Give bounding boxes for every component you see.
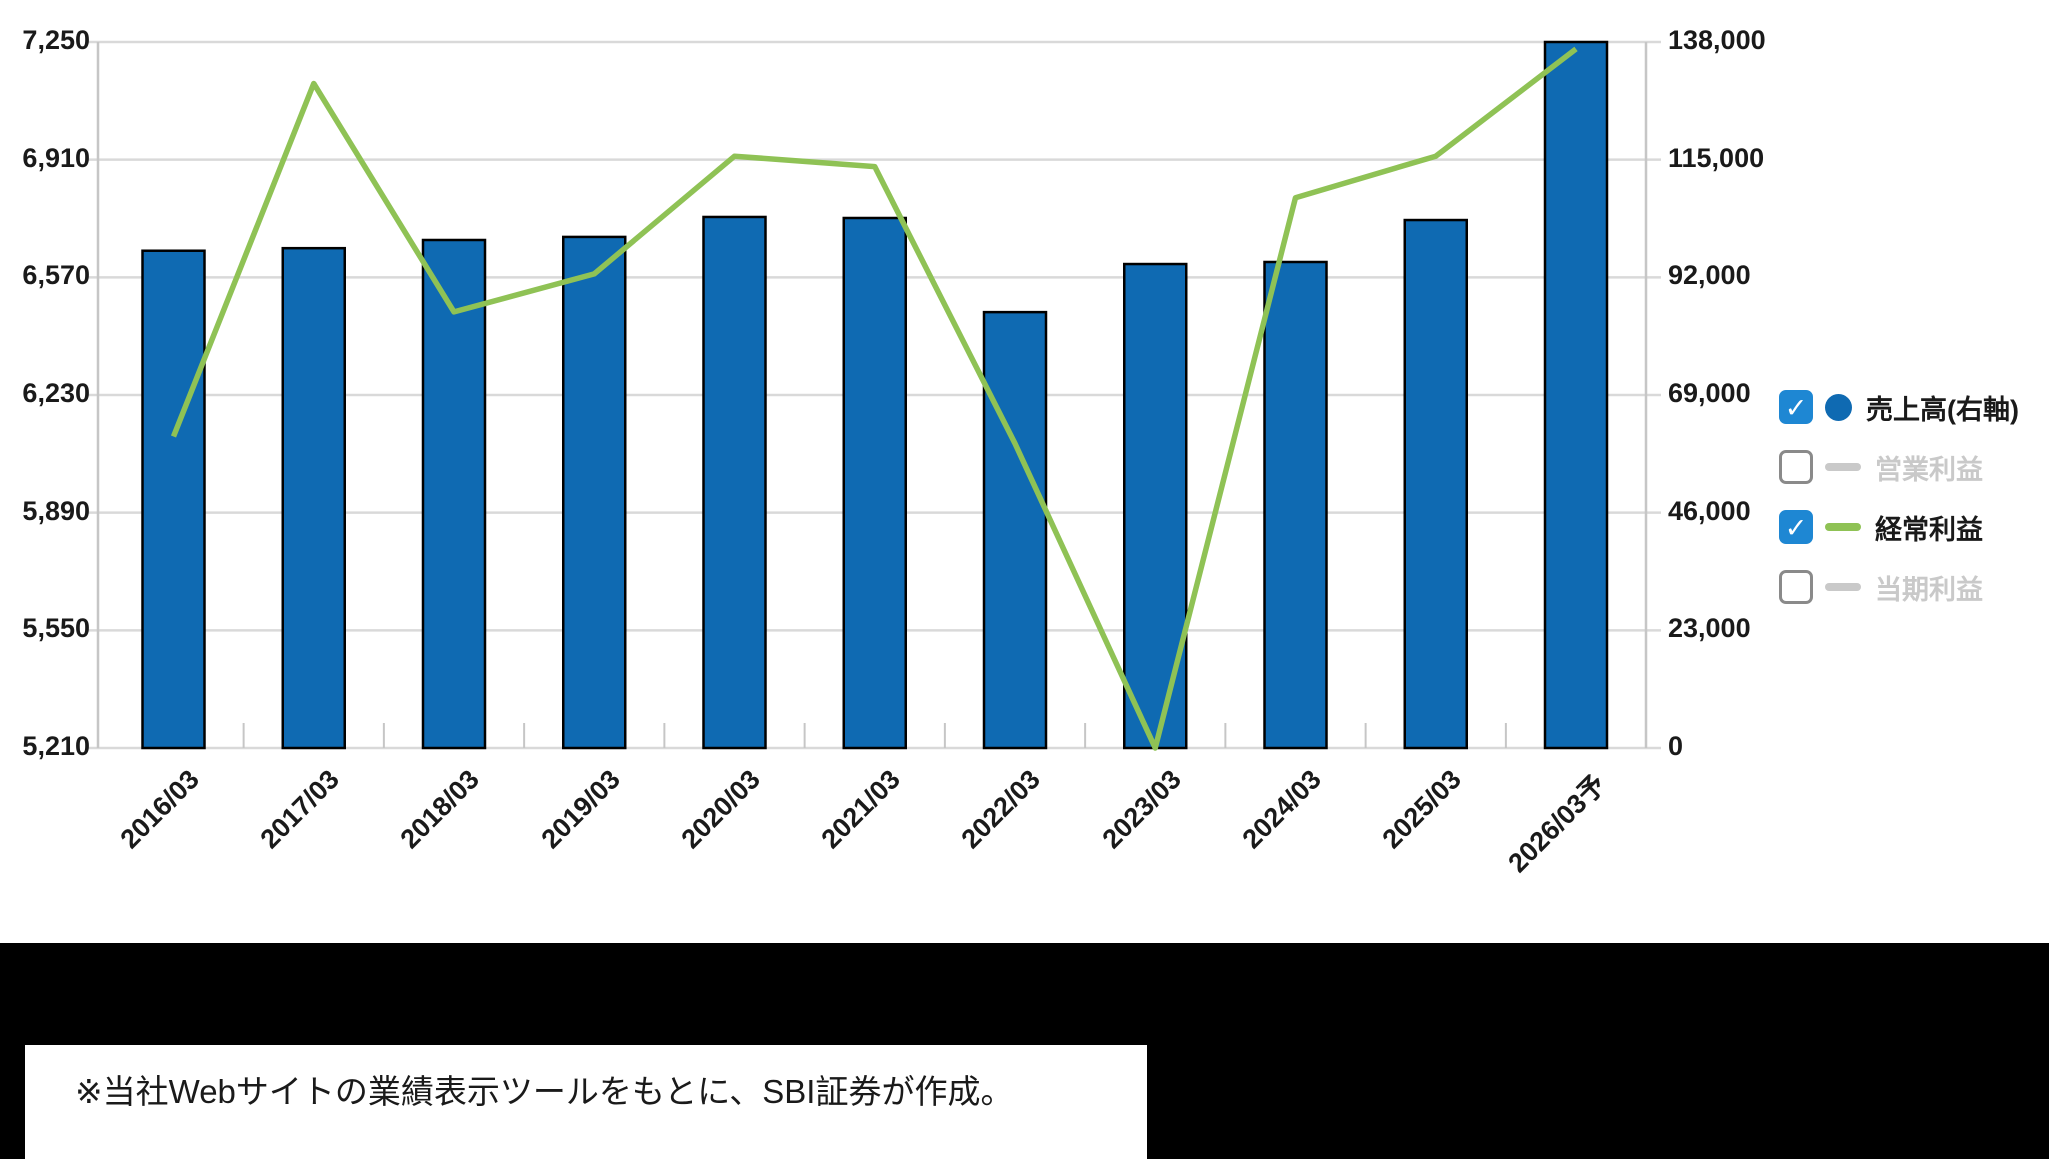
plot-canvas [88,40,1661,751]
series-marker-dash-icon [1825,583,1861,591]
y-right-label: 23,000 [1668,613,1751,644]
y-left-label: 5,550 [22,613,90,644]
legend-label[interactable]: 当期利益 [1875,574,1983,605]
legend-item-1[interactable]: 営業利益 [1779,437,2047,497]
bar-2021/03[interactable] [842,216,907,750]
y-left-label: 6,570 [22,260,90,291]
bar-2026/03予[interactable] [1543,40,1609,750]
unchecked-checkbox[interactable] [1779,450,1813,484]
checked-checkbox[interactable] [1779,510,1813,544]
bar-2017/03[interactable] [281,246,346,750]
y-left-label: 7,250 [22,25,90,55]
y-left-label: 5,890 [22,495,90,526]
series-marker-circle-icon [1825,393,1852,421]
unchecked-checkbox[interactable] [1779,570,1813,604]
bar-2024/03[interactable] [1263,260,1328,750]
bar-2025/03[interactable] [1403,218,1468,750]
source-note: ※当社Webサイトの業績表示ツールをもとに、SBI証券が作成。 [75,1073,1014,1110]
legend-label[interactable]: 売上高(右軸) [1866,394,2019,425]
series-marker-dash-icon [1825,463,1861,471]
chart-region: 7,250 6,910 6,570 6,230 5,890 5,550 5,210 138,… [0,0,2049,943]
y-left-label: 6,230 [22,378,90,408]
y-right-label: 115,000 [1668,142,1765,173]
y-right-label: 46,000 [1668,495,1751,526]
y-right-label: 92,000 [1668,260,1751,291]
checked-checkbox[interactable] [1779,390,1813,424]
series-marker-dash-icon [1825,523,1861,531]
legend-item-0[interactable]: 売上高(右軸) [1779,377,2047,437]
bar-2016/03[interactable] [141,249,206,750]
y-right-label: 138,000 [1668,25,1766,55]
legend-label[interactable]: 経常利益 [1875,514,1983,545]
y-left-label: 5,210 [22,731,90,761]
source-note-box: ※当社Webサイトの業績表示ツールをもとに、SBI証券が作成。 [25,1045,1147,1159]
legend: 売上高(右軸) 営業利益経常利益当期利益 [1779,377,2047,617]
bar-2019/03[interactable] [562,235,627,750]
legend-item-2[interactable]: 経常利益 [1779,497,2047,557]
y-right-label: 0 [1668,731,1684,761]
bar-2022/03[interactable] [982,310,1048,750]
footer-band: ※当社Webサイトの業績表示ツールをもとに、SBI証券が作成。 [0,943,2049,1159]
legend-item-3[interactable]: 当期利益 [1779,557,2047,617]
y-left-label: 6,910 [22,142,90,173]
line-経常利益[interactable] [170,46,1578,751]
bar-2018/03[interactable] [421,238,487,750]
y-right-label: 69,000 [1668,378,1751,408]
legend-label[interactable]: 営業利益 [1875,454,1983,485]
bar-2020/03[interactable] [702,215,767,750]
bar-2023/03[interactable] [1123,262,1188,750]
